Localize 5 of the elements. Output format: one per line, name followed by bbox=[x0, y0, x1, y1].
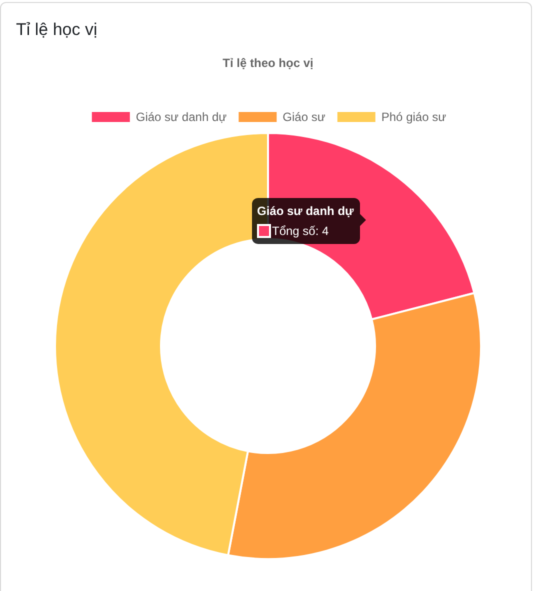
legend-label: Phó giáo sư bbox=[381, 110, 446, 124]
legend-label: Giáo sư bbox=[282, 110, 326, 124]
chart-subtitle: Tỉ lệ theo học vị bbox=[222, 56, 314, 70]
chart-title: Tỉ lệ học vị bbox=[16, 20, 98, 39]
legend-label: Giáo sư danh dự bbox=[136, 110, 227, 124]
